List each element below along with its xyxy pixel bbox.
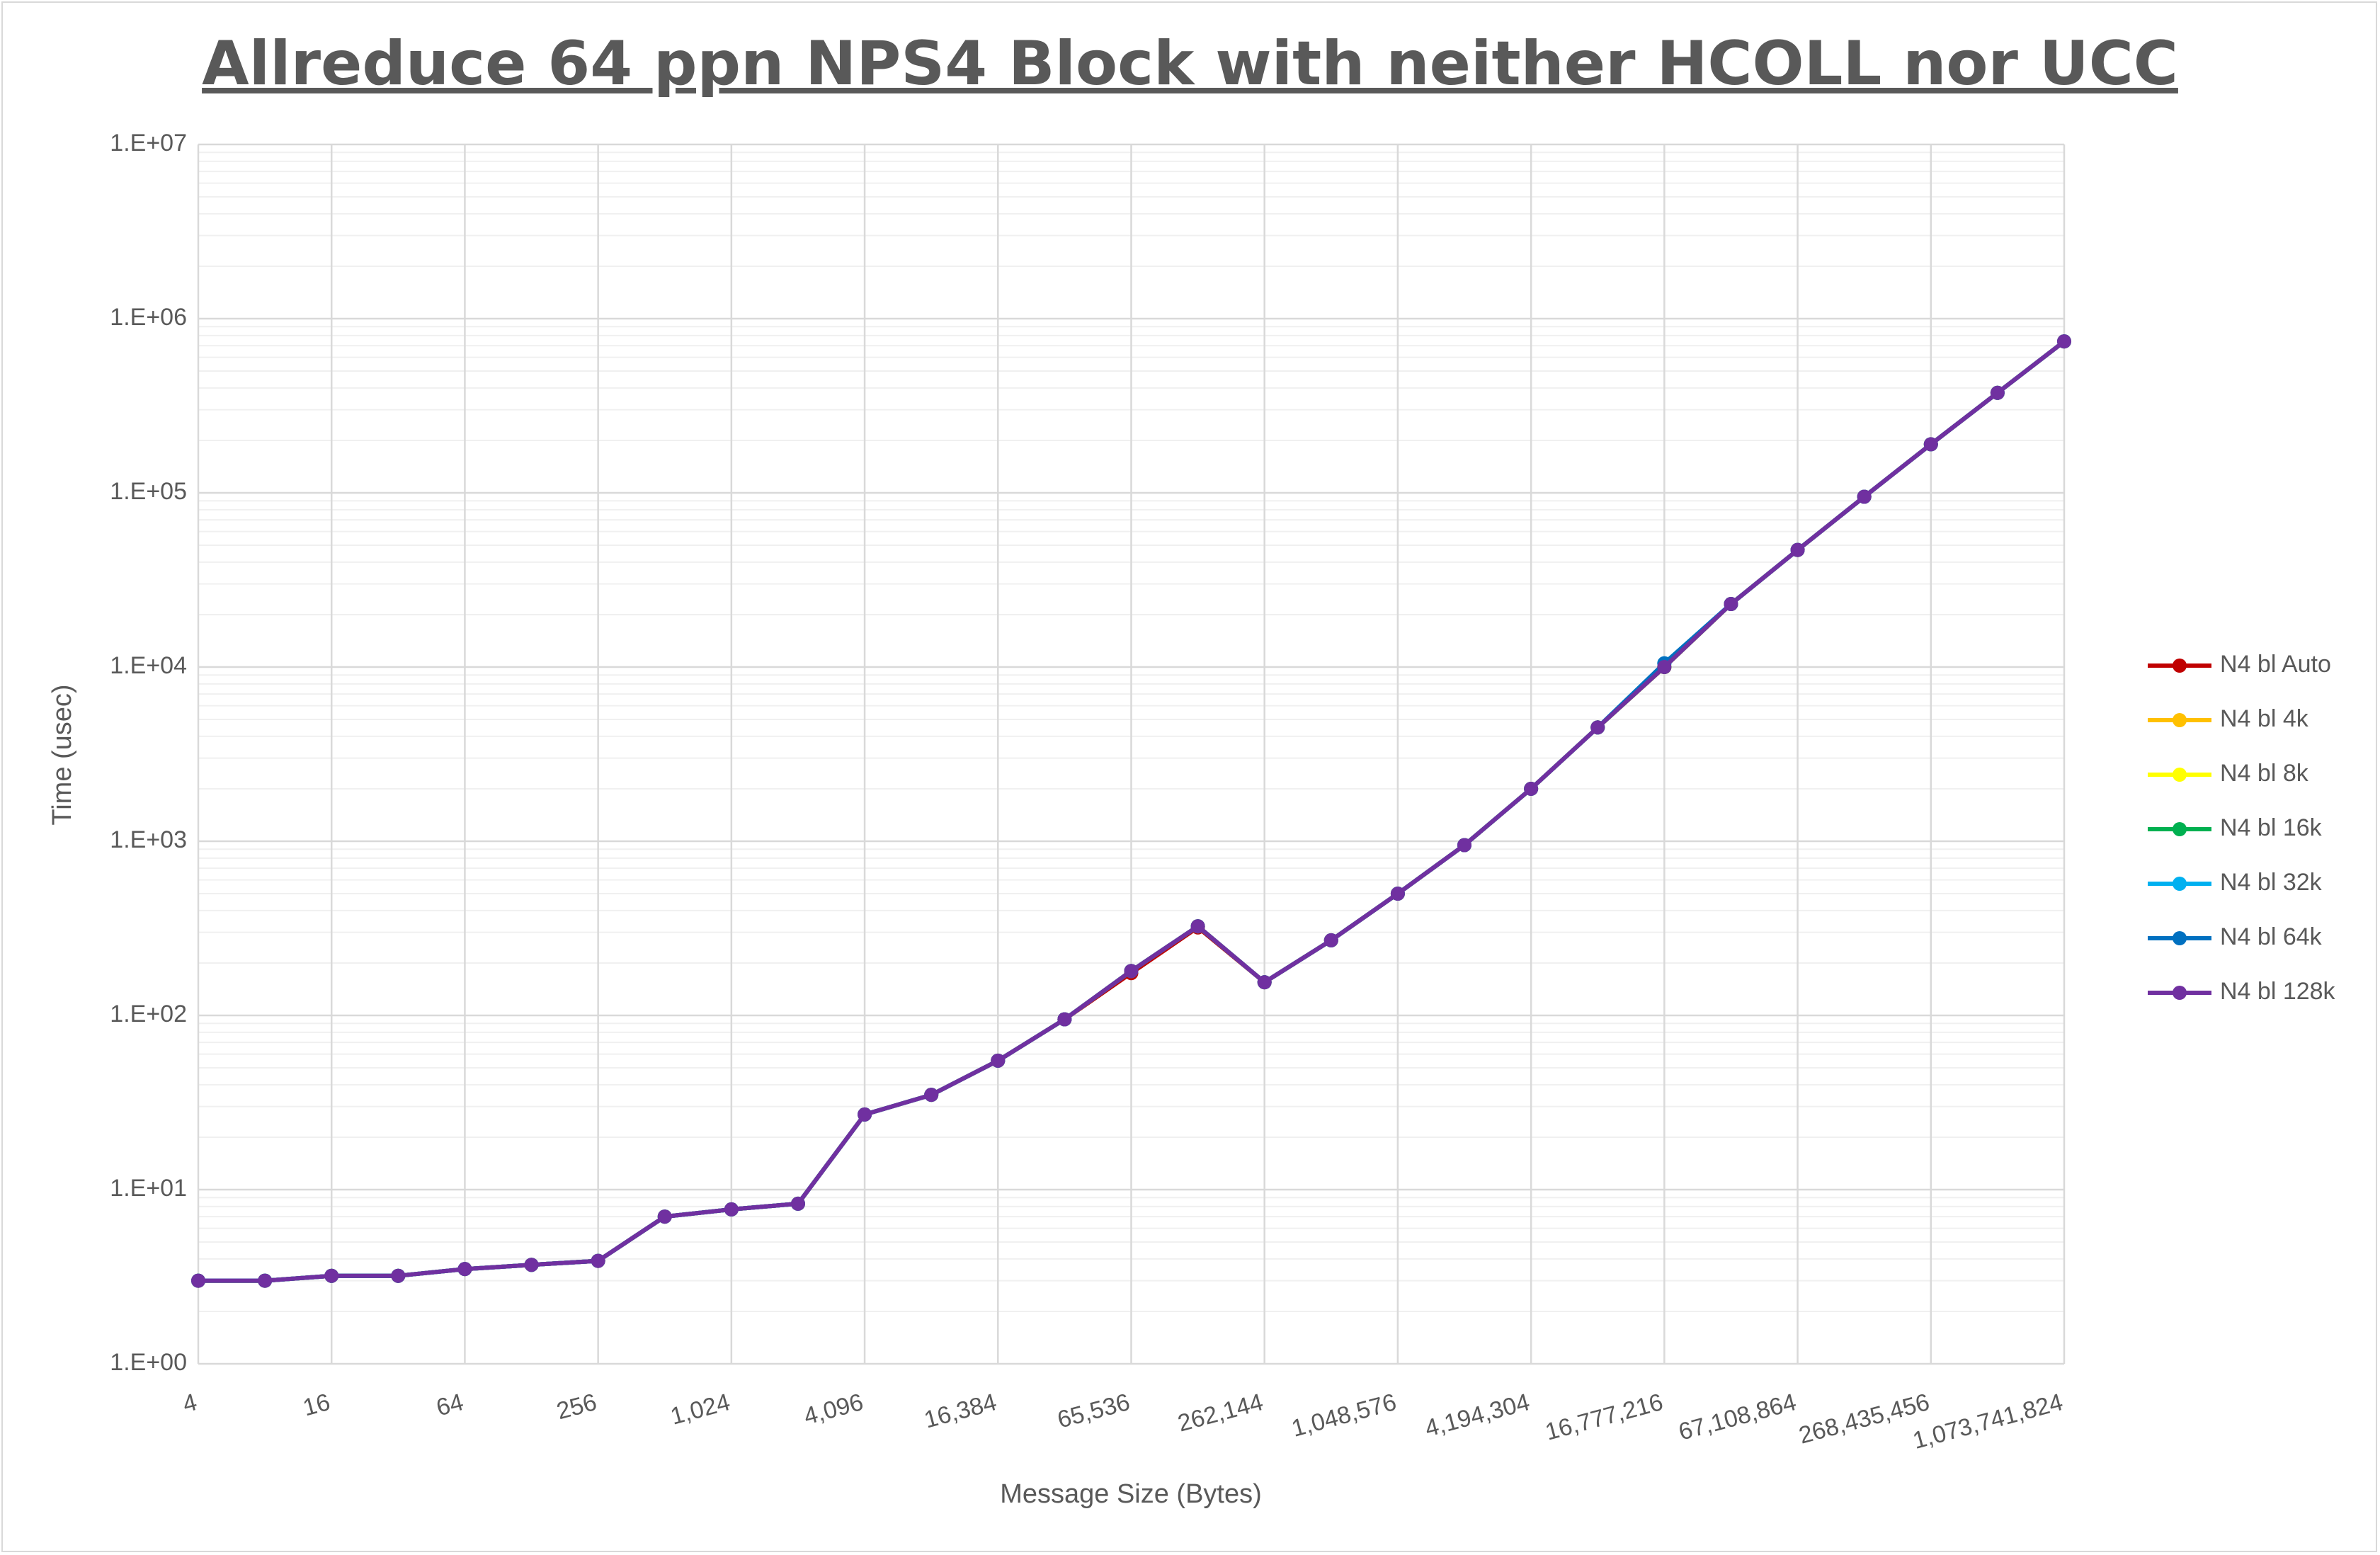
series-lines <box>191 334 2071 1288</box>
series-n4-bl-128k <box>191 334 2071 1288</box>
legend-item: N4 bl 32k <box>2148 869 2323 896</box>
x-tick-label: 16,384 <box>921 1389 999 1434</box>
legend-swatch-marker <box>2173 931 2187 945</box>
x-axis-ticks: 4 16 64 256 1,024 4,096 16,384 65,536 262,144 1,0… <box>180 1389 2066 1454</box>
legend-swatch-marker <box>2173 768 2187 782</box>
x-tick-label: 4 <box>180 1389 200 1418</box>
data-point <box>657 1209 672 1224</box>
data-point <box>1724 597 1738 612</box>
legend-item: N4 bl 16k <box>2148 814 2323 841</box>
y-tick-label: 1.E+02 <box>110 1001 187 1027</box>
legend-label: N4 bl 128k <box>2220 978 2336 1005</box>
y-tick-label: 1.E+07 <box>110 130 187 156</box>
data-point <box>858 1107 872 1122</box>
data-point <box>1057 1012 1072 1027</box>
legend-label: N4 bl 8k <box>2220 760 2309 787</box>
data-point <box>1657 660 1672 674</box>
x-tick-label: 1,048,576 <box>1289 1389 1399 1442</box>
data-point <box>1857 489 1872 504</box>
legend-label: N4 bl Auto <box>2220 651 2331 678</box>
legend-label: N4 bl 4k <box>2220 705 2309 732</box>
grid <box>197 143 2066 1365</box>
legend-item: N4 bl 4k <box>2148 705 2309 732</box>
x-tick-label: 64 <box>433 1389 466 1421</box>
data-point <box>524 1258 539 1272</box>
x-tick-label: 67,108,864 <box>1675 1389 1799 1446</box>
data-point <box>790 1196 805 1211</box>
data-point <box>1990 385 2005 400</box>
x-tick-label: 4,096 <box>801 1389 866 1430</box>
data-point <box>724 1202 739 1217</box>
data-point <box>191 1273 205 1288</box>
x-tick-label: 262,144 <box>1175 1389 1266 1437</box>
y-tick-label: 1.E+00 <box>110 1349 187 1376</box>
data-point <box>1457 838 1472 853</box>
data-point <box>991 1053 1006 1068</box>
legend-swatch-marker <box>2173 986 2187 1000</box>
y-tick-label: 1.E+05 <box>110 478 187 505</box>
data-point <box>1190 919 1205 934</box>
legend-item: N4 bl 64k <box>2148 923 2323 950</box>
data-point <box>1790 542 1805 557</box>
y-tick-label: 1.E+03 <box>110 826 187 853</box>
data-point <box>258 1273 273 1288</box>
chart-title: Allreduce 64 ppn NPS4 Block with neither… <box>202 28 2178 99</box>
x-tick-label: 4,194,304 <box>1422 1389 1532 1442</box>
data-point <box>391 1268 406 1283</box>
data-point <box>1257 975 1272 990</box>
x-tick-label: 1,073,741,824 <box>1910 1389 2066 1454</box>
x-tick-label: 1,024 <box>668 1389 733 1430</box>
y-axis-ticks: 1.E+00 1.E+01 1.E+02 1.E+03 1.E+04 1.E+05 1.E+… <box>110 130 187 1376</box>
legend-swatch-marker <box>2173 822 2187 836</box>
data-point <box>2057 334 2071 349</box>
legend-label: N4 bl 32k <box>2220 869 2323 896</box>
x-axis-label: Message Size (Bytes) <box>1000 1479 1262 1509</box>
data-point <box>324 1268 339 1283</box>
y-axis-label: Time (usec) <box>47 684 77 825</box>
legend-label: N4 bl 16k <box>2220 814 2323 841</box>
y-tick-label: 1.E+01 <box>110 1175 187 1202</box>
data-point <box>457 1262 472 1277</box>
legend-swatch-marker <box>2173 877 2187 891</box>
x-tick-label: 16 <box>300 1389 333 1421</box>
data-point <box>924 1088 939 1103</box>
legend-swatch-marker <box>2173 659 2187 673</box>
y-tick-label: 1.E+06 <box>110 304 187 331</box>
legend-item: N4 bl Auto <box>2148 651 2331 678</box>
data-point <box>1390 887 1405 901</box>
data-point <box>1590 720 1605 735</box>
legend-item: N4 bl 128k <box>2148 978 2336 1005</box>
legend-item: N4 bl 8k <box>2148 760 2309 787</box>
legend: N4 bl Auto N4 bl 4k N4 bl 8k N4 bl 16k N4 bl… <box>2148 651 2336 1005</box>
data-point <box>1124 964 1139 979</box>
x-tick-label: 65,536 <box>1054 1389 1132 1434</box>
data-point <box>1923 437 1938 452</box>
data-point <box>1524 781 1539 796</box>
x-tick-label: 256 <box>554 1389 600 1425</box>
data-point <box>1323 933 1338 947</box>
x-tick-label: 16,777,216 <box>1542 1389 1666 1446</box>
y-tick-label: 1.E+04 <box>110 652 187 679</box>
data-point <box>591 1253 605 1268</box>
legend-label: N4 bl 64k <box>2220 923 2323 950</box>
x-tick-label: 268,435,456 <box>1796 1389 1932 1449</box>
legend-swatch-marker <box>2173 713 2187 727</box>
